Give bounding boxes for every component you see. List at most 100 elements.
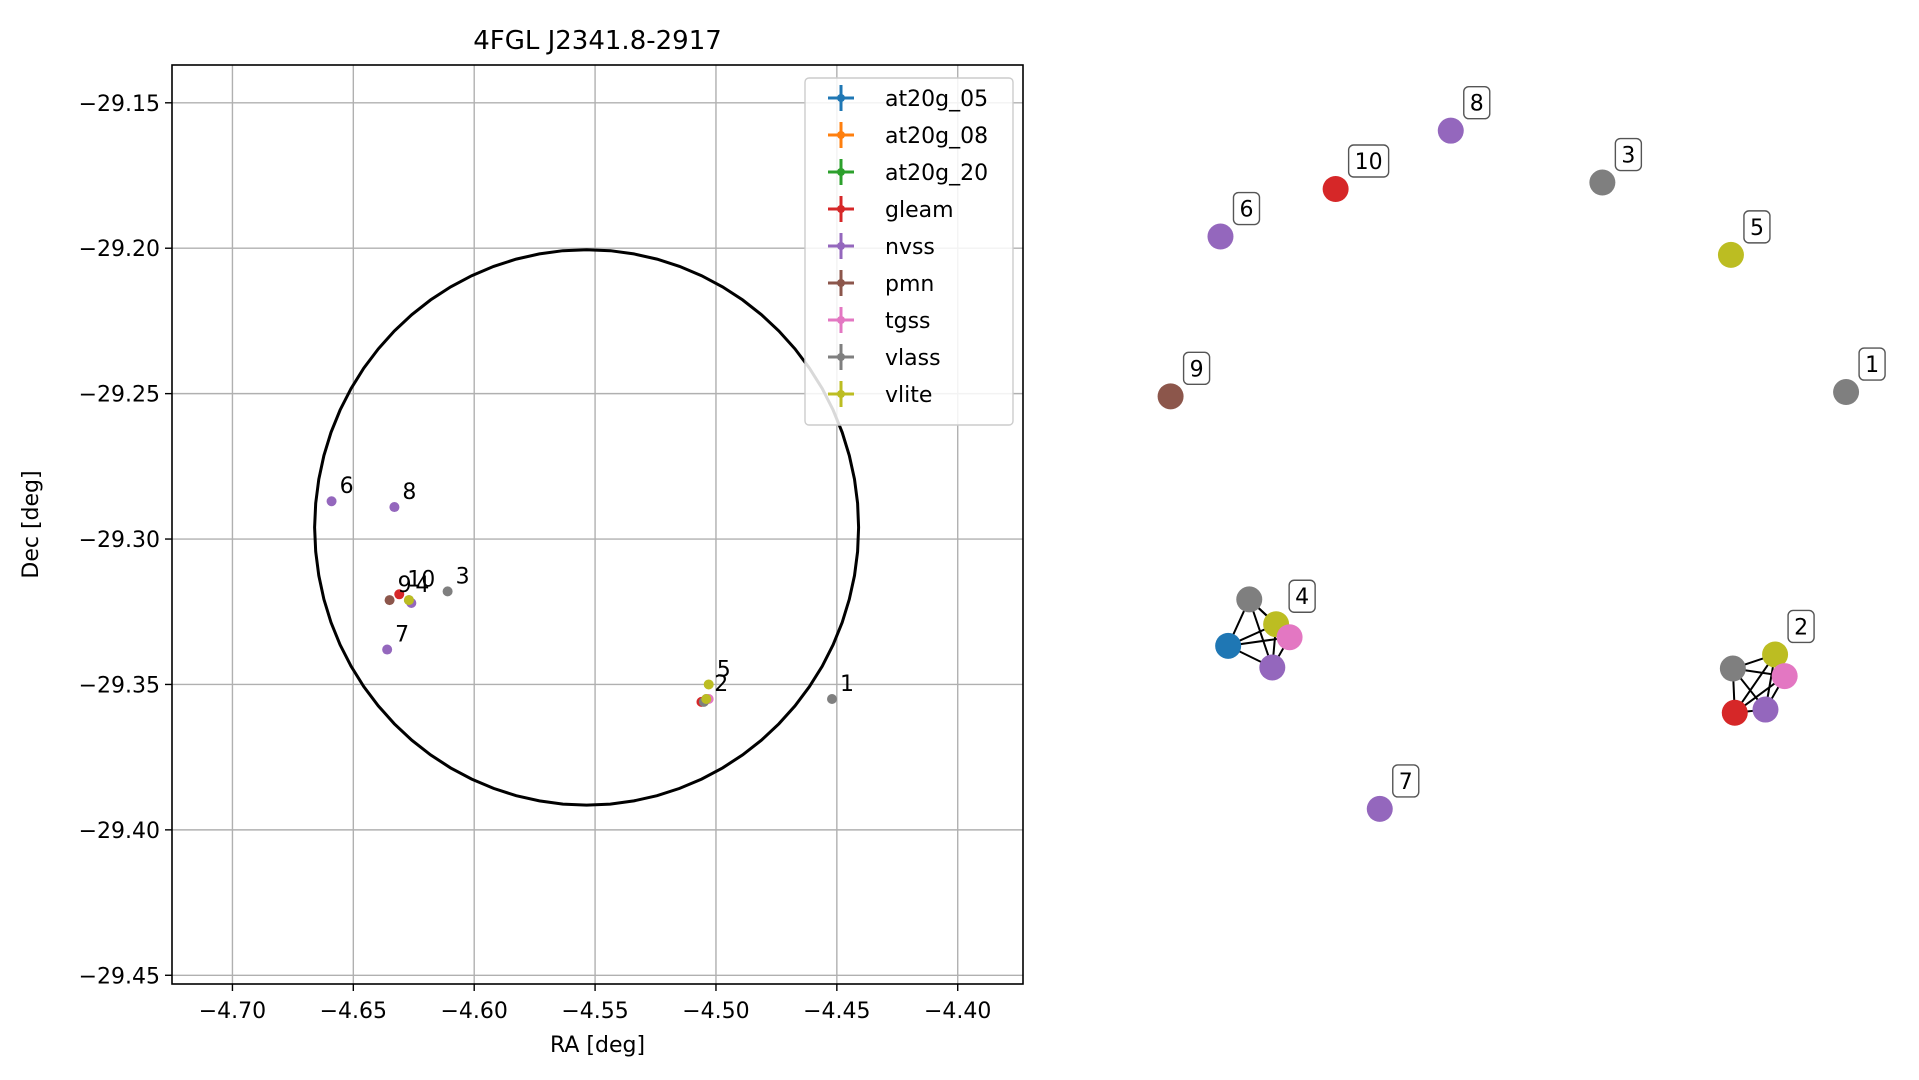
legend-entry-nvss: nvss	[828, 233, 935, 260]
node-label-1: 1	[1858, 347, 1886, 381]
node-label-5: 5	[1743, 210, 1771, 244]
source-label: 8	[402, 480, 416, 505]
legend-label: at20g_20	[885, 161, 988, 186]
legend-box	[804, 77, 1014, 426]
graph-node	[1157, 383, 1184, 410]
legend-entry-tgss: tgss	[828, 307, 931, 334]
point-vlite	[403, 595, 414, 606]
x-axis: −4.70 −4.65 −4.60 −4.55 −4.50 −4.45 −4.40	[199, 984, 991, 1024]
legend-entry-at20g_05: at20g_05	[828, 85, 988, 112]
node-label-text: 7	[1399, 770, 1413, 795]
source-label: 7	[395, 623, 409, 648]
graph-node	[1721, 699, 1748, 726]
point-gleam	[394, 589, 405, 600]
graph-node-labels: 1 2 3 4 5 6 7 8 9 10	[1182, 85, 1886, 798]
node-label-box	[1787, 609, 1815, 644]
y-tick-label: −29.35	[79, 673, 160, 698]
x-tick-label: −4.45	[803, 999, 870, 1024]
legend-label: nvss	[885, 235, 935, 260]
x-tick-label: −4.70	[199, 999, 266, 1024]
point-vlass	[442, 586, 453, 597]
x-tick-label: −4.50	[682, 999, 749, 1024]
graph-edges	[1227, 598, 1786, 714]
legend-entry-gleam: gleam	[828, 196, 954, 223]
node-label-box	[1743, 210, 1771, 244]
plot-frame	[171, 64, 1024, 985]
node-label-text: 5	[1750, 216, 1764, 241]
node-label-box	[1288, 579, 1316, 613]
legend-marker	[837, 353, 845, 361]
node-label-text: 9	[1190, 357, 1204, 382]
source-label: 10	[407, 567, 435, 592]
graph-node	[1276, 624, 1303, 651]
graph-node	[1752, 696, 1779, 723]
node-label-7: 7	[1392, 764, 1420, 798]
graph-node	[1322, 176, 1349, 202]
node-label-6: 6	[1232, 191, 1261, 226]
node-label-box	[1858, 347, 1886, 381]
legend-marker	[837, 316, 845, 324]
graph-node	[1236, 586, 1263, 613]
node-label-4: 4	[1288, 579, 1316, 613]
point-nvss	[326, 496, 337, 507]
node-label-2: 2	[1787, 609, 1815, 644]
node-label-box	[1182, 351, 1211, 386]
node-label-text: 1	[1865, 353, 1879, 378]
legend-entry-at20g_20: at20g_20	[828, 159, 988, 186]
localization-ellipse	[313, 248, 861, 807]
source-label: 3	[456, 564, 470, 589]
source-points	[326, 496, 838, 707]
graph-node	[1207, 223, 1234, 250]
legend-label: pmn	[885, 272, 934, 297]
y-tick-label: −29.30	[79, 528, 160, 553]
node-label-3: 3	[1614, 137, 1643, 172]
y-tick-label: −29.40	[79, 819, 160, 844]
point-nvss	[382, 644, 393, 655]
source-label: 2	[714, 672, 728, 697]
legend-label: gleam	[885, 198, 954, 223]
graph-node	[1366, 795, 1393, 822]
graph-node	[1437, 117, 1464, 144]
legend-marker	[837, 279, 845, 287]
node-label-8: 8	[1463, 85, 1491, 120]
node-label-text: 2	[1794, 615, 1808, 640]
association-graph: 1 2 3 4 5 6 7 8 9 10	[1157, 85, 1886, 822]
legend-marker	[837, 242, 845, 250]
x-tick-label: −4.60	[440, 999, 507, 1024]
node-label-box	[1392, 764, 1420, 798]
node-label-text: 10	[1355, 150, 1383, 175]
point-vlass	[827, 693, 838, 704]
node-label-box	[1614, 137, 1643, 172]
source-label: 9	[398, 573, 412, 598]
legend-marker	[837, 94, 845, 102]
source-label: 4	[415, 573, 429, 598]
legend-label: at20g_08	[885, 124, 988, 149]
y-axis-label: Dec [deg]	[19, 470, 44, 578]
graph-nodes	[1157, 117, 1860, 822]
source-label: 1	[840, 672, 854, 697]
sky-map-chart: 4FGL J2341.8-2917 −4.70 −4.65 −4.60 −4.55 −4…	[19, 26, 1024, 1058]
y-tick-label: −29.20	[79, 237, 160, 262]
node-label-text: 6	[1239, 198, 1253, 223]
chart-title: 4FGL J2341.8-2917	[473, 26, 722, 56]
node-label-10: 10	[1347, 144, 1390, 178]
legend-marker	[837, 168, 845, 176]
graph-node	[1833, 379, 1860, 406]
legend-entry-vlite: vlite	[828, 381, 932, 408]
y-tick-label: −29.15	[79, 92, 160, 117]
y-tick-label: −29.25	[79, 383, 160, 408]
point-vlite	[701, 693, 712, 704]
source-label: 5	[717, 657, 731, 682]
legend-label: vlite	[885, 383, 932, 408]
legend-entry-at20g_08: at20g_08	[828, 122, 988, 149]
legend-label: at20g_05	[885, 87, 988, 112]
legend-marker	[837, 205, 845, 213]
legend-marker	[837, 390, 845, 398]
legend-entry-pmn: pmn	[828, 270, 934, 297]
y-axis: −29.15 −29.20 −29.25 −29.30 −29.35 −29.40 −29.…	[79, 92, 172, 989]
node-label-9: 9	[1182, 351, 1211, 386]
x-tick-label: −4.40	[924, 999, 991, 1024]
graph-node	[1589, 169, 1616, 196]
source-labels: 1 2 3 4 5 6 7 8 910	[340, 474, 854, 697]
